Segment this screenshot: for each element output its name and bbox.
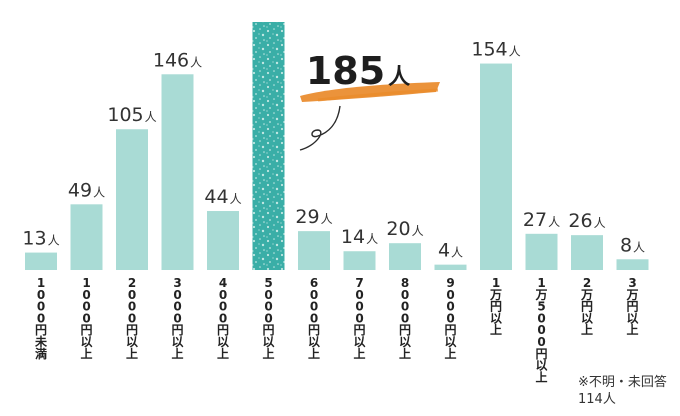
value-label: 44人 — [204, 186, 241, 208]
category-label: 1 万 5 0 0 0 円以上 — [534, 276, 547, 384]
value-label: 27人 — [523, 209, 560, 231]
footnote-line-2: 114人 — [578, 392, 616, 407]
category-label: 4 0 0 0 円以上 — [217, 276, 229, 361]
bar — [480, 63, 512, 270]
category-label: 5 0 0 0 円以上 — [262, 276, 274, 361]
highlight-value-label: 185 人 — [306, 49, 410, 93]
value-label: 4人 — [438, 240, 463, 262]
value-label: 29人 — [295, 206, 332, 228]
value-label: 26人 — [568, 210, 605, 232]
category-label: 7 0 0 0 円以上 — [353, 276, 365, 361]
category-label: 1 0 0 0 円未満 — [34, 276, 47, 361]
bar — [434, 264, 467, 270]
bar — [161, 74, 194, 270]
value-label: 14人 — [341, 226, 378, 248]
bar — [571, 235, 603, 270]
category-label: 2 万円以上 — [580, 276, 593, 337]
category-label: 9 0 0 0 円以上 — [444, 276, 456, 361]
bar — [298, 231, 330, 270]
bar-highlight — [252, 22, 285, 270]
value-label: 49人 — [68, 179, 105, 201]
value-label: 154人 — [471, 39, 520, 61]
bar — [70, 204, 103, 270]
bar — [116, 129, 148, 270]
value-label: 105人 — [107, 104, 156, 126]
category-label: 1 万円以上 — [489, 276, 502, 337]
bar — [25, 252, 57, 270]
pointer-line — [299, 105, 341, 151]
value-label: 13人 — [22, 228, 59, 250]
bar — [616, 259, 649, 270]
highlight-brush-stroke — [317, 88, 439, 102]
value-label: 146人 — [153, 49, 202, 71]
category-label: 3 万円以上 — [625, 276, 638, 337]
value-label: 20人 — [386, 218, 423, 240]
footnote-line-1: ※不明・未回答 — [578, 375, 667, 390]
category-label: 2 0 0 0 円以上 — [126, 276, 138, 361]
bars — [25, 22, 649, 270]
bar — [207, 211, 239, 270]
category-label: 3 0 0 0 円以上 — [171, 276, 183, 361]
bar — [389, 243, 421, 270]
bar — [343, 251, 376, 270]
category-label: 8 0 0 0 円以上 — [399, 276, 411, 361]
category-label: 1 0 0 0 円以上 — [80, 276, 92, 361]
category-label: 6 0 0 0 円以上 — [308, 276, 320, 361]
value-label: 8人 — [620, 234, 645, 256]
bar — [525, 233, 558, 270]
footnote: ※不明・未回答 114人 — [578, 374, 667, 408]
